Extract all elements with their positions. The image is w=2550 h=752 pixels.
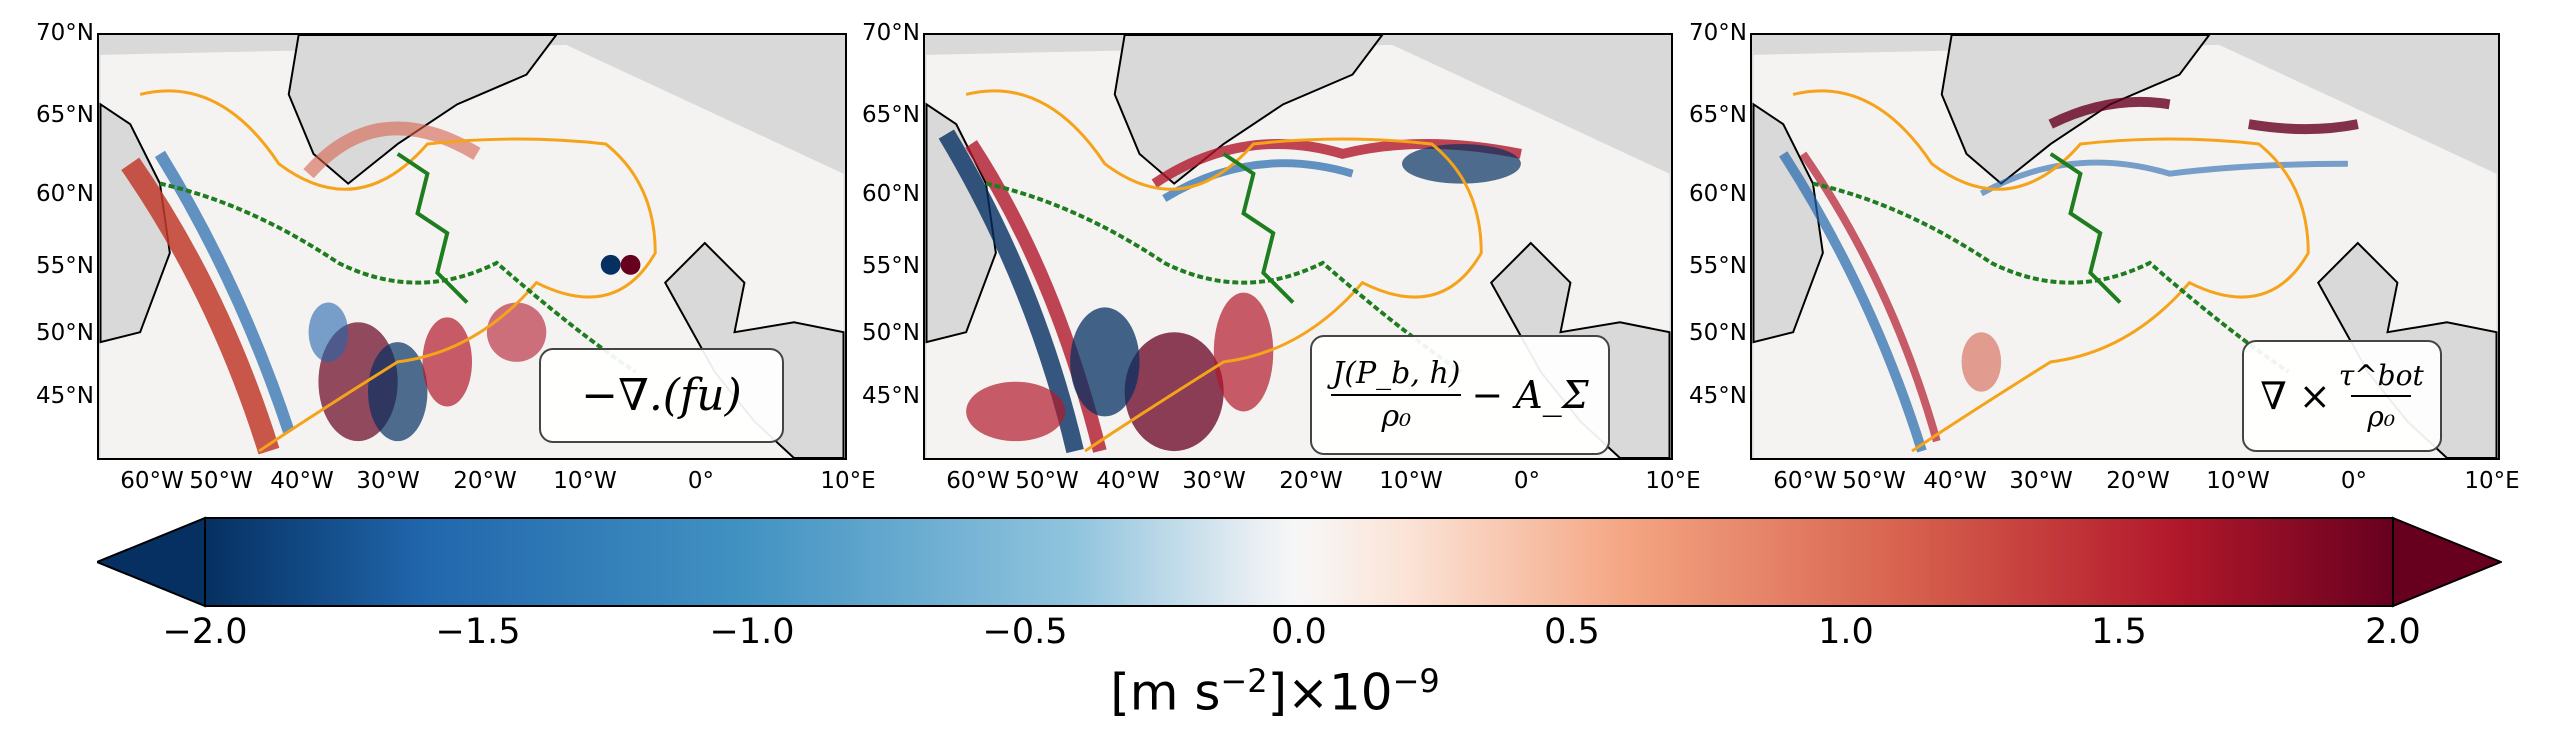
lon-tick: 10°W [1379,468,1443,494]
lat-tick: 60°N [1689,181,1747,207]
lon-tick: 40°W [1096,468,1160,494]
colorbar-tick: −1.5 [435,612,521,652]
lon-tick: 40°W [1923,468,1987,494]
lon-tick: 10°E [820,468,876,494]
panel-3-legend: ∇ × τ^bot ρ₀ [2242,340,2442,452]
lat-tick: 70°N [36,20,94,46]
lon-tick: 30°W [1182,468,1246,494]
lat-tick: 45°N [36,383,94,409]
panel-3-label-numerator: τ^bot [2338,359,2424,392]
map-panel-1: −∇.(fu) [97,33,847,460]
colorbar-tick: 0.0 [1271,612,1327,652]
panel-3-label-pre: ∇ × [2260,374,2331,418]
lat-tick: 45°N [862,383,920,409]
colorbar-label: [m s−2]×10−9 [0,662,2550,722]
lon-tick: 0° [687,468,715,494]
lon-tick: 60°W [120,468,184,494]
lon-tick: 10°E [2464,468,2520,494]
colorbar-tick: −1.0 [709,612,795,652]
panel-2-label-denominator: ρ₀ [1381,399,1412,434]
lat-tick: 70°N [1689,20,1747,46]
lon-tick: 20°W [453,468,517,494]
colorbar-tick: 1.0 [1818,612,1874,652]
lat-tick: 65°N [862,102,920,128]
lat-tick: 60°N [862,181,920,207]
colorbar-tick: 0.5 [1544,612,1600,652]
panel-2-label-rest: − A_Σ [1471,373,1589,417]
map-panel-3: ∇ × τ^bot ρ₀ [1750,33,2500,460]
colorbar-label-scale: ]×10 [1267,663,1393,722]
lat-tick: 70°N [862,20,920,46]
lon-tick: 10°W [2206,468,2270,494]
lon-tick: 10°E [1645,468,1701,494]
colorbar-gradient [204,517,2394,607]
lat-tick: 55°N [862,253,920,279]
lon-tick: 50°W [1842,468,1906,494]
lon-tick: 20°W [1279,468,1343,494]
colorbar-tick: 1.5 [2091,612,2147,652]
panel-1-label: −∇.(fu) [581,370,742,421]
lon-tick: 10°W [553,468,617,494]
lat-tick: 50°N [36,320,94,346]
lon-tick: 50°W [189,468,253,494]
lat-tick: 55°N [36,253,94,279]
map-panel-2: J(P_b, h) ρ₀ − A_Σ [923,33,1673,460]
colorbar [97,516,2502,608]
lon-tick: 0° [1513,468,1541,494]
lat-tick: 60°N [36,181,94,207]
lon-tick: 40°W [270,468,334,494]
lon-tick: 50°W [1015,468,1079,494]
colorbar-label-scale-exp: −9 [1392,662,1440,700]
colorbar-label-unit: [m s [1110,663,1221,722]
colorbar-tick: 2.0 [2365,612,2421,652]
panel-1-legend: −∇.(fu) [539,348,784,443]
lon-tick: 0° [2340,468,2368,494]
lat-tick: 50°N [862,320,920,346]
colorbar-tick: −2.0 [162,612,248,652]
colorbar-label-unit-exp: −2 [1220,662,1268,700]
lon-tick: 30°W [356,468,420,494]
colorbar-tick: −0.5 [982,612,1068,652]
lat-tick: 45°N [1689,383,1747,409]
lon-tick: 60°W [1773,468,1837,494]
colorbar-min-extend [97,516,206,608]
lat-tick: 50°N [1689,320,1747,346]
lat-tick: 65°N [36,102,94,128]
lon-tick: 20°W [2106,468,2170,494]
lat-tick: 65°N [1689,102,1747,128]
lon-tick: 60°W [946,468,1010,494]
colorbar-max-extend [2392,516,2502,608]
panel-2-legend: J(P_b, h) ρ₀ − A_Σ [1310,335,1610,455]
lon-tick: 30°W [2009,468,2073,494]
lat-tick: 55°N [1689,253,1747,279]
panel-2-label-numerator: J(P_b, h) [1332,356,1461,391]
panel-3-label-denominator: ρ₀ [2367,400,2396,433]
